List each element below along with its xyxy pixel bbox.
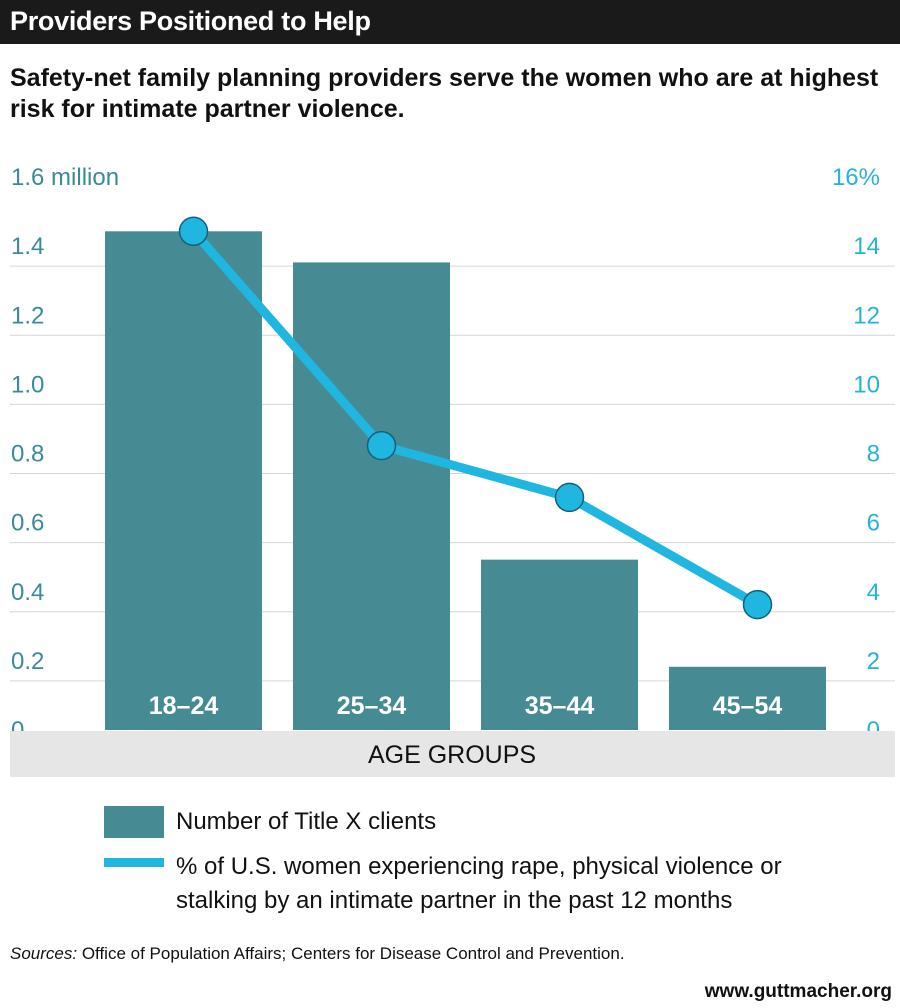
left-axis-tick: 0.2 [11, 648, 44, 675]
bar-category-label: 18–24 [149, 692, 219, 720]
bar [293, 262, 450, 730]
legend-line-label: % of U.S. women experiencing rape, physi… [176, 853, 782, 914]
right-axis-tick: 2 [867, 648, 880, 675]
chart-title: Providers Positioned to Help [10, 6, 371, 36]
left-axis-tick: 0.8 [11, 441, 44, 468]
line-point [554, 482, 585, 513]
line-point [742, 589, 773, 620]
bar [669, 666, 826, 730]
left-axis-tick: 1.4 [11, 233, 44, 260]
bar-category-label: 45–54 [713, 692, 783, 720]
right-axis-tick: 6 [867, 510, 880, 537]
sources-note: Sources: Office of Population Affairs; C… [10, 944, 625, 964]
right-axis-tick: 10 [853, 371, 880, 398]
x-axis-band [10, 731, 895, 777]
line-point [366, 430, 397, 461]
sources-text: Office of Population Affairs; Centers fo… [77, 944, 625, 963]
chart-subtitle: Safety-net family planning providers ser… [10, 64, 879, 123]
combo-chart: 00.20.40.60.81.01.21.41.6 million0246810… [10, 164, 895, 777]
line-series [189, 226, 762, 610]
line-point [178, 216, 209, 247]
legend-line-swatch [104, 858, 164, 867]
right-axis-tick: 8 [867, 441, 880, 468]
title-bar: Providers Positioned to Help [0, 0, 900, 44]
bar-category-label: 35–44 [525, 692, 595, 720]
bar [481, 559, 638, 730]
x-axis-label: AGE GROUPS [368, 741, 536, 769]
left-axis-tick: 1.2 [11, 302, 44, 329]
footer-url[interactable]: www.guttmacher.org [704, 981, 892, 1002]
bar-category-label: 25–34 [337, 692, 407, 720]
sources-prefix: Sources: [10, 944, 78, 963]
left-axis-tick: 1.6 million [11, 164, 119, 191]
left-axis-tick: 0.6 [11, 510, 44, 537]
legend-bar-label: Number of Title X clients [176, 808, 437, 835]
left-axis-tick: 0.4 [11, 579, 44, 606]
right-axis-tick: 16% [832, 164, 880, 191]
bar [105, 231, 262, 731]
left-axis-tick: 1.0 [11, 371, 44, 398]
right-axis-tick: 14 [853, 233, 880, 260]
legend-bar-swatch [104, 806, 164, 838]
right-axis-tick: 12 [853, 302, 880, 329]
right-axis-tick: 4 [867, 579, 880, 606]
